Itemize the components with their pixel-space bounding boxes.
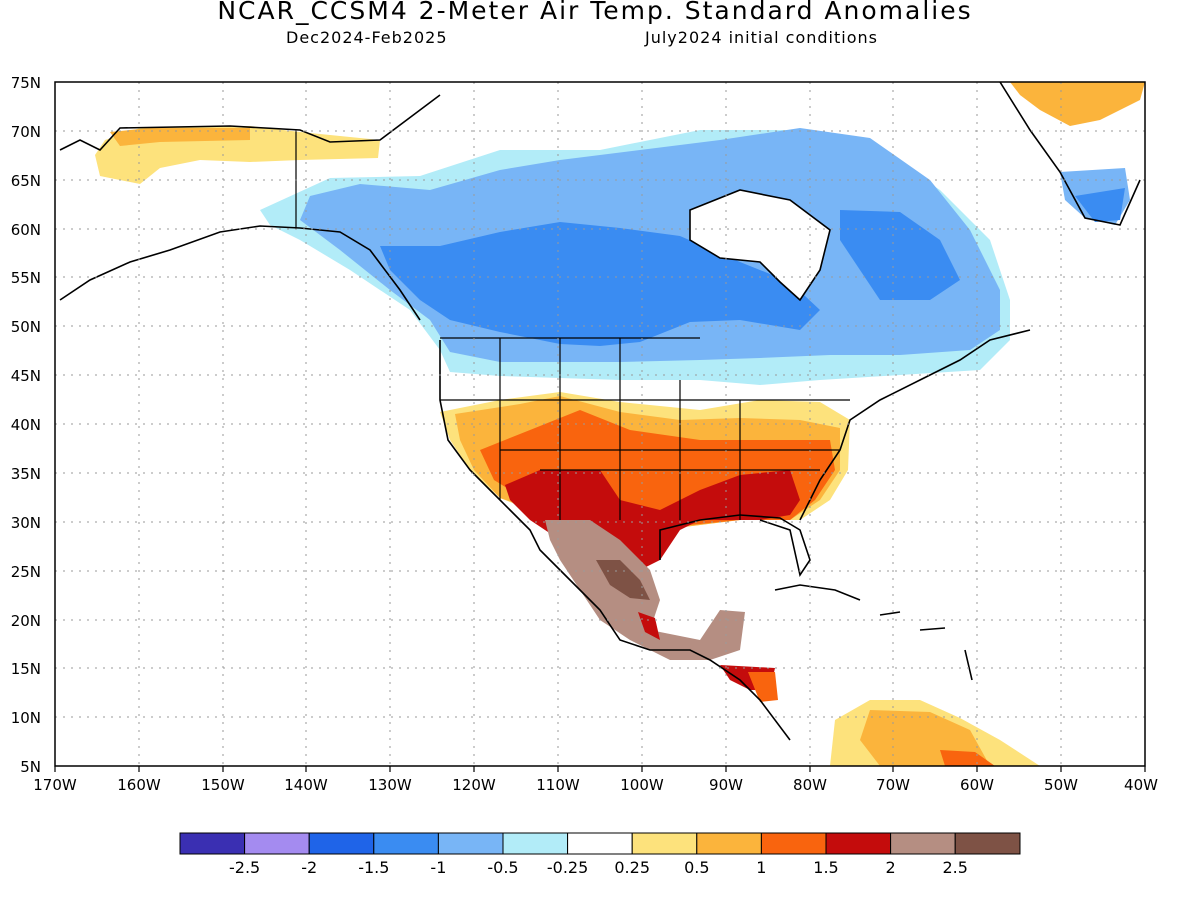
- lon-label: 160W: [117, 776, 161, 794]
- lat-label: 15N: [11, 660, 41, 678]
- initial-conditions: July2024 initial conditions: [645, 28, 878, 47]
- anomaly-greenland-cold-core: [1075, 188, 1125, 222]
- anomaly-central-america-orange: [748, 672, 778, 702]
- colorbar-swatch: [437, 832, 504, 855]
- lat-label: 10N: [11, 709, 41, 727]
- longitude-labels: 170W 160W 150W 140W 130W 120W 110W 100W …: [33, 776, 1158, 794]
- coastlines: [59, 82, 1141, 741]
- lon-label: 170W: [33, 776, 77, 794]
- lat-label: 35N: [11, 465, 41, 483]
- lat-label: 20N: [11, 612, 41, 630]
- coast-greenland: [999, 82, 1141, 226]
- anomaly-south-america-strong: [940, 750, 995, 766]
- lat-label: 25N: [11, 563, 41, 581]
- colorbar-swatch: [825, 832, 892, 855]
- lat-label: 40N: [11, 416, 41, 434]
- lat-label: 5N: [20, 758, 41, 776]
- lat-label: 45N: [11, 367, 41, 385]
- lon-label: 70W: [876, 776, 910, 794]
- lon-label: 150W: [201, 776, 245, 794]
- lat-label: 65N: [11, 172, 41, 190]
- anomaly-canada-strong-cold: [380, 222, 820, 346]
- colorbar-label: 1: [756, 858, 766, 877]
- lon-label: 40W: [1124, 776, 1158, 794]
- lon-label: 130W: [368, 776, 412, 794]
- colorbar-label: 2.5: [942, 858, 967, 877]
- coast-hudson: [689, 189, 831, 302]
- lat-label: 70N: [11, 123, 41, 141]
- lat-label: 30N: [11, 514, 41, 532]
- anomaly-quebec-strong-cold: [840, 210, 960, 300]
- colorbar-labels: -2.5 -2 -1.5 -1 -0.5 -0.25 0.25 0.5 1 1.…: [229, 858, 968, 877]
- colorbar-swatch: [890, 832, 956, 855]
- hudson-bay: [690, 190, 830, 300]
- lat-label: 75N: [11, 74, 41, 92]
- lat-label: 60N: [11, 221, 41, 239]
- gridlines: [55, 82, 1145, 766]
- colorbar-label: -1.5: [358, 858, 389, 877]
- map-title: NCAR_CCSM4 2-Meter Air Temp. Standard An…: [217, 0, 973, 25]
- colorbar-label: -0.5: [487, 858, 518, 877]
- colorbar-swatch: [631, 832, 698, 855]
- anomaly-mexico-max: [596, 560, 650, 600]
- colorbar-swatch: [696, 832, 762, 855]
- lat-label: 50N: [11, 318, 41, 336]
- state-borders: [295, 130, 850, 520]
- plot-frame: [54, 81, 1146, 767]
- colorbar-swatch: [954, 832, 1021, 855]
- lon-label: 80W: [793, 776, 827, 794]
- anomaly-field: [59, 82, 1145, 766]
- colorbar-label: -0.25: [547, 858, 588, 877]
- latitude-labels: 75N 70N 65N 60N 55N 50N 45N 40N 35N 30N …: [11, 74, 41, 776]
- coast-west-us: [439, 340, 791, 741]
- forecast-period: Dec2024-Feb2025: [286, 28, 448, 47]
- colorbar-swatch: [567, 832, 633, 855]
- anomaly-mexico-red: [638, 612, 660, 640]
- colorbar-label: -2: [301, 858, 317, 877]
- lon-label: 50W: [1044, 776, 1078, 794]
- colorbar-label: -2.5: [229, 858, 260, 877]
- colorbar-label: 0.25: [614, 858, 650, 877]
- coast-east: [799, 329, 1031, 521]
- colorbar-label: 1.5: [813, 858, 838, 877]
- colorbar-label: -1: [430, 858, 446, 877]
- lon-label: 140W: [284, 776, 328, 794]
- colorbar-swatch: [179, 832, 246, 855]
- colorbar-swatch: [760, 832, 827, 855]
- caribbean-islands: [774, 584, 973, 681]
- colorbar-swatch: [502, 832, 569, 855]
- tick-marks: [54, 766, 1146, 772]
- lon-label: 110W: [536, 776, 580, 794]
- coast-alaska: [59, 94, 441, 321]
- colorbar-swatch: [308, 832, 375, 855]
- colorbar-swatch: [373, 832, 439, 855]
- coast-gulf: [659, 514, 811, 578]
- lon-label: 100W: [620, 776, 664, 794]
- lon-label: 60W: [960, 776, 994, 794]
- lon-label: 120W: [452, 776, 496, 794]
- colorbar-label: 2: [886, 858, 896, 877]
- anomaly-alaska-warm-core: [110, 128, 250, 146]
- lon-label: 90W: [709, 776, 743, 794]
- anomaly-greenland-warm: [1010, 82, 1145, 126]
- colorbar-swatch: [244, 832, 310, 855]
- colorbar: [179, 832, 1021, 855]
- lat-label: 55N: [11, 269, 41, 287]
- colorbar-label: 0.5: [684, 858, 709, 877]
